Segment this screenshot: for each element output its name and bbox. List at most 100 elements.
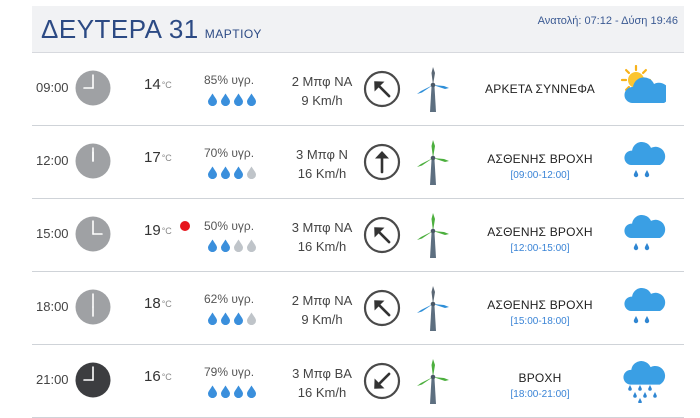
water-drop-empty-icon — [247, 166, 256, 179]
temperature: 14°C — [144, 76, 172, 93]
water-drop-icon — [234, 385, 243, 398]
day-title-text: ΔΕΥΤΕΡΑ 31 — [41, 14, 199, 44]
wind-turbine-icon — [417, 67, 449, 112]
clock-icon — [75, 143, 111, 179]
temperature-unit: °C — [161, 226, 172, 236]
water-drop-empty-icon — [234, 239, 243, 252]
rain-time-range: [15:00-18:00] — [510, 316, 570, 327]
temperature-unit: °C — [161, 80, 172, 90]
temperature-value: 19 — [144, 222, 161, 239]
water-drop-icon — [247, 93, 256, 106]
weather-condition: ΑΡΚΕΤΑ ΣΥΝΝΕΦΑ — [485, 82, 595, 96]
time-label: 12:00 — [36, 153, 69, 168]
forecast-row: 09:00 14°C 85% υγρ. 2 Μπφ ΝΑ 9 Km/h ΑΡΚΕΤΑ ΣΥ… — [32, 53, 684, 126]
humidity-drops — [207, 312, 257, 326]
humidity-label: 50% υγρ. — [204, 219, 255, 233]
water-drop-icon — [208, 312, 217, 325]
temperature-unit: °C — [161, 153, 172, 163]
clock-icon — [75, 70, 111, 106]
temperature-value: 18 — [144, 295, 161, 312]
temperature-unit: °C — [161, 372, 172, 382]
light-rain-icon — [624, 214, 666, 251]
humidity-drops — [207, 385, 257, 399]
weather-condition: ΑΣΘΕΝΗΣ ΒΡΟΧΗ — [487, 225, 593, 239]
light-rain-icon — [624, 141, 666, 178]
wind-info: 2 Μπφ ΝΑ 9 Km/h — [272, 72, 372, 110]
wind-direction-arrow-icon — [363, 289, 401, 327]
month-label: ΜΑΡΤΙΟΥ — [204, 27, 262, 41]
light-rain-icon — [624, 287, 666, 324]
warning-dot-icon — [180, 221, 190, 231]
wind-info: 3 Μπφ ΒΑ 16 Km/h — [272, 364, 372, 402]
humidity-label: 85% υγρ. — [204, 73, 255, 87]
water-drop-icon — [234, 93, 243, 106]
wind-info: 3 Μπφ Ν 16 Km/h — [272, 145, 372, 183]
wind-turbine-icon — [417, 359, 449, 404]
wind-speed: 16 Km/h — [297, 166, 347, 181]
weather-condition: ΑΣΘΕΝΗΣ ΒΡΟΧΗ — [487, 298, 593, 312]
clock-icon — [75, 216, 111, 252]
wind-beaufort: 2 Μπφ ΝΑ — [291, 293, 353, 308]
water-drop-icon — [221, 312, 230, 325]
water-drop-icon — [221, 385, 230, 398]
water-drop-icon — [208, 239, 217, 252]
wind-info: 2 Μπφ ΝΑ 9 Km/h — [272, 291, 372, 329]
wind-direction-arrow-icon — [363, 362, 401, 400]
water-drop-icon — [208, 166, 217, 179]
wind-beaufort: 3 Μπφ ΒΑ — [292, 366, 352, 381]
wind-beaufort: 3 Μπφ Ν — [296, 147, 348, 162]
humidity-label: 62% υγρ. — [204, 292, 255, 306]
humidity-drops — [207, 166, 257, 180]
wind-info: 3 Μπφ ΝΑ 16 Km/h — [272, 218, 372, 256]
wind-direction-arrow-icon — [363, 143, 401, 181]
water-drop-empty-icon — [247, 312, 256, 325]
water-drop-icon — [221, 93, 230, 106]
water-drop-icon — [208, 93, 217, 106]
wind-speed: 9 Km/h — [301, 312, 343, 327]
clock-icon — [75, 289, 111, 325]
wind-direction-arrow-icon — [363, 70, 401, 108]
wind-turbine-icon — [417, 286, 449, 331]
humidity-label: 70% υγρ. — [204, 146, 255, 160]
wind-speed: 16 Km/h — [297, 385, 347, 400]
water-drop-empty-icon — [247, 239, 256, 252]
time-label: 18:00 — [36, 299, 69, 314]
sunrise-sunset: Ανατολή: 07:12 - Δύση 19:46 — [537, 15, 678, 27]
forecast-row: 15:00 19°C 50% υγρ. 3 Μπφ ΝΑ 16 Km/h ΑΣΘΕΝΗΣ … — [32, 199, 684, 272]
partly-cloudy-icon — [620, 65, 666, 103]
humidity-drops — [207, 93, 257, 107]
temperature: 18°C — [144, 295, 172, 312]
clock-night-icon — [75, 362, 111, 398]
water-drop-icon — [221, 239, 230, 252]
forecast-row: 18:00 18°C 62% υγρ. 2 Μπφ ΝΑ 9 Km/h ΑΣΘΕΝΗΣ Β… — [32, 272, 684, 345]
temperature-value: 17 — [144, 149, 161, 166]
rain-time-range: [12:00-15:00] — [510, 243, 570, 254]
day-title: ΔΕΥΤΕΡΑ 31 ΜΑΡΤΙΟΥ — [41, 14, 262, 45]
time-label: 09:00 — [36, 80, 69, 95]
time-label: 21:00 — [36, 372, 69, 387]
humidity-label: 79% υγρ. — [204, 365, 255, 379]
wind-turbine-icon — [417, 140, 449, 185]
water-drop-icon — [208, 385, 217, 398]
water-drop-icon — [247, 385, 256, 398]
water-drop-icon — [234, 166, 243, 179]
humidity-drops — [207, 239, 257, 253]
wind-direction-arrow-icon — [363, 216, 401, 254]
wind-beaufort: 2 Μπφ ΝΑ — [291, 74, 353, 89]
wind-speed: 16 Km/h — [297, 239, 347, 254]
wind-turbine-icon — [417, 213, 449, 258]
temperature: 17°C — [144, 149, 172, 166]
temperature-unit: °C — [161, 299, 172, 309]
forecast-row: 12:00 17°C 70% υγρ. 3 Μπφ Ν 16 Km/h ΑΣΘΕΝΗΣ Β… — [32, 126, 684, 199]
day-header: ΔΕΥΤΕΡΑ 31 ΜΑΡΤΙΟΥ Ανατολή: 07:12 - Δύση … — [32, 6, 684, 53]
temperature-value: 14 — [144, 76, 161, 93]
time-label: 15:00 — [36, 226, 69, 241]
wind-beaufort: 3 Μπφ ΝΑ — [291, 220, 353, 235]
water-drop-icon — [234, 312, 243, 325]
weather-condition: ΑΣΘΕΝΗΣ ΒΡΟΧΗ — [487, 152, 593, 166]
rain-icon — [623, 361, 666, 403]
weather-condition: ΒΡΟΧΗ — [518, 371, 562, 385]
temperature-value: 16 — [144, 368, 161, 385]
rain-time-range: [18:00-21:00] — [510, 389, 570, 400]
